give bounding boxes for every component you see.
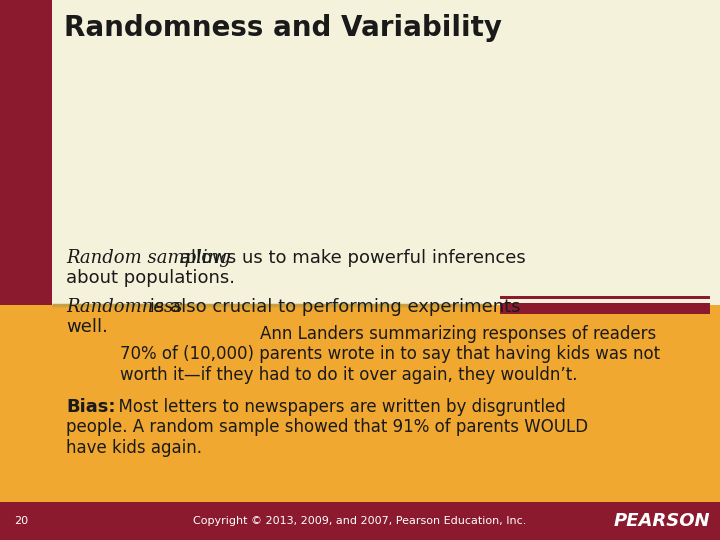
Text: have kids again.: have kids again. bbox=[66, 438, 202, 457]
Bar bbox=[0, 0, 720, 305]
Text: people. A random sample showed that 91% of parents WOULD: people. A random sample showed that 91% … bbox=[66, 418, 588, 436]
Text: is also crucial to performing experiments: is also crucial to performing experiment… bbox=[144, 298, 521, 315]
Text: Most letters to newspapers are written by disgruntled: Most letters to newspapers are written b… bbox=[108, 399, 566, 416]
Text: allows us to make powerful inferences: allows us to make powerful inferences bbox=[174, 249, 526, 267]
Bar bbox=[0, 0, 52, 305]
Text: Bias:: Bias: bbox=[66, 399, 115, 416]
Text: Random sampling: Random sampling bbox=[66, 249, 230, 267]
Text: PEARSON: PEARSON bbox=[613, 512, 710, 530]
Text: well.: well. bbox=[66, 318, 108, 336]
Bar bbox=[500, 299, 710, 303]
Bar bbox=[0, 502, 720, 540]
Text: Randomness and Variability: Randomness and Variability bbox=[64, 14, 502, 42]
Bar bbox=[500, 296, 710, 314]
Text: 70% of (10,000) parents wrote in to say that having kids was not: 70% of (10,000) parents wrote in to say … bbox=[120, 346, 660, 363]
Text: worth it—if they had to do it over again, they wouldn’t.: worth it—if they had to do it over again… bbox=[120, 366, 577, 384]
Text: Randomness: Randomness bbox=[66, 298, 182, 315]
Bar bbox=[0, 305, 720, 502]
Text: about populations.: about populations. bbox=[66, 269, 235, 287]
Text: Copyright © 2013, 2009, and 2007, Pearson Education, Inc.: Copyright © 2013, 2009, and 2007, Pearso… bbox=[193, 516, 527, 526]
Text: Ann Landers summarizing responses of readers: Ann Landers summarizing responses of rea… bbox=[260, 325, 656, 343]
Text: 20: 20 bbox=[14, 516, 28, 526]
